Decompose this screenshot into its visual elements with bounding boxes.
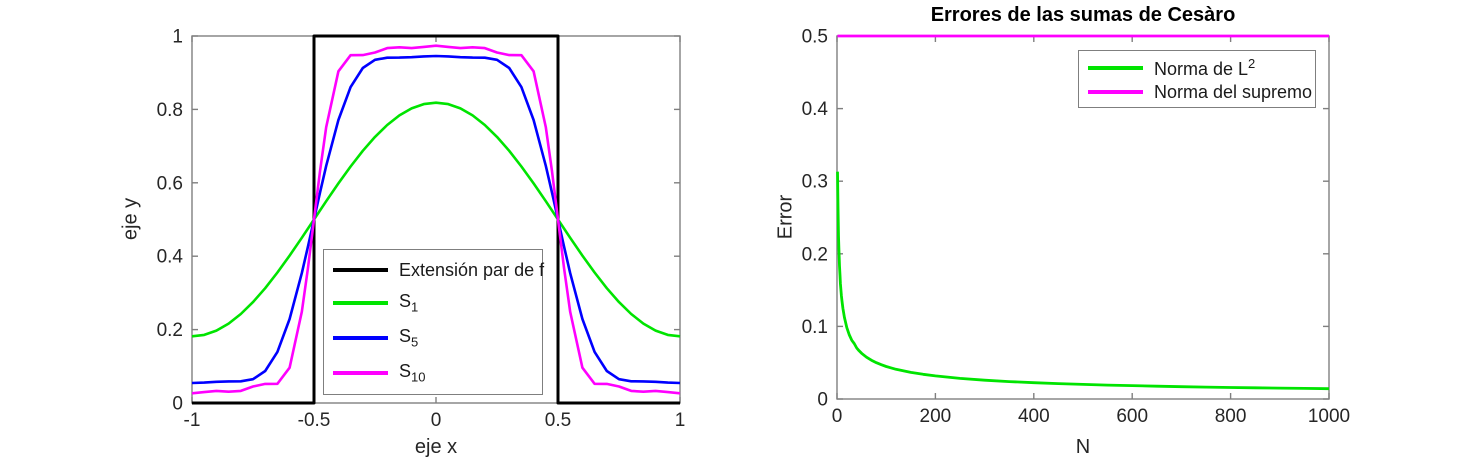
legend-item-label: S1: [399, 290, 419, 315]
x-tick-label: 0: [431, 410, 442, 431]
series-line-s_5: [191, 54, 681, 385]
y-tick-label: 0.8: [157, 100, 183, 121]
left-chart-legend: Extensión par de f S1 S5 S10: [323, 249, 544, 395]
legend-item-norma-supremo: Norma del supremo: [1088, 81, 1313, 102]
legend-item-label: Extensión par de f: [399, 259, 545, 280]
legend-item-s5: S5: [333, 325, 538, 350]
x-tick-label: 0: [832, 406, 843, 427]
legend-line-swatch: [333, 370, 388, 375]
y-tick-label: 0.2: [157, 320, 183, 341]
right-chart-legend: Norma de L2 Norma del supremo: [1078, 50, 1316, 108]
legend-line-swatch: [333, 300, 388, 305]
y-tick-label: 0: [172, 394, 183, 415]
left-chart-ylabel: eje y: [119, 197, 142, 241]
x-tick-label: 400: [1018, 406, 1050, 427]
legend-item-extension: Extensión par de f: [333, 261, 544, 279]
x-tick-label: 800: [1215, 406, 1247, 427]
y-tick-label: 0: [817, 390, 828, 411]
right-chart-ylabel: Error: [774, 194, 797, 240]
y-tick-label: 0.5: [802, 27, 828, 48]
series-line-s_1: [191, 101, 681, 338]
legend-item-label: Norma de L2: [1154, 56, 1256, 80]
legend-line-swatch: [333, 335, 388, 340]
right-chart-xlabel: N: [1075, 436, 1091, 458]
legend-line-swatch: [1088, 65, 1143, 70]
legend-item-norma-l2: Norma de L2: [1088, 57, 1311, 78]
y-tick-label: 0.2: [802, 244, 828, 265]
series-line-extensi-n-par-de-f: [192, 34, 680, 405]
series-line-s_10: [191, 44, 681, 395]
x-tick-label: -1: [184, 410, 201, 431]
series-line-norma-de-l-2: [836, 171, 1330, 391]
legend-item-s10: S10: [333, 360, 538, 385]
legend-item-label: Norma del supremo: [1154, 81, 1313, 102]
x-tick-label: 200: [920, 406, 952, 427]
right-chart-title: Errores de las sumas de Cesàro: [930, 4, 1236, 26]
legend-line-swatch: [333, 267, 388, 272]
legend-line-swatch: [1088, 89, 1143, 94]
y-tick-label: 0.6: [157, 173, 183, 194]
y-tick-label: 0.1: [802, 317, 828, 338]
y-tick-label: 0.4: [802, 99, 829, 120]
x-tick-label: -0.5: [298, 410, 331, 431]
x-tick-label: 1: [675, 410, 686, 431]
legend-item-label: S5: [399, 325, 419, 350]
x-tick-label: 600: [1116, 406, 1148, 427]
left-chart-xlabel: eje x: [414, 436, 458, 458]
legend-item-label: S10: [399, 360, 426, 385]
y-tick-label: 0.4: [157, 247, 184, 268]
legend-item-s1: S1: [333, 292, 538, 314]
y-tick-label: 0.3: [802, 172, 828, 193]
x-tick-label: 0.5: [545, 410, 571, 431]
x-tick-label: 1000: [1308, 406, 1350, 427]
y-tick-label: 1: [172, 27, 183, 48]
